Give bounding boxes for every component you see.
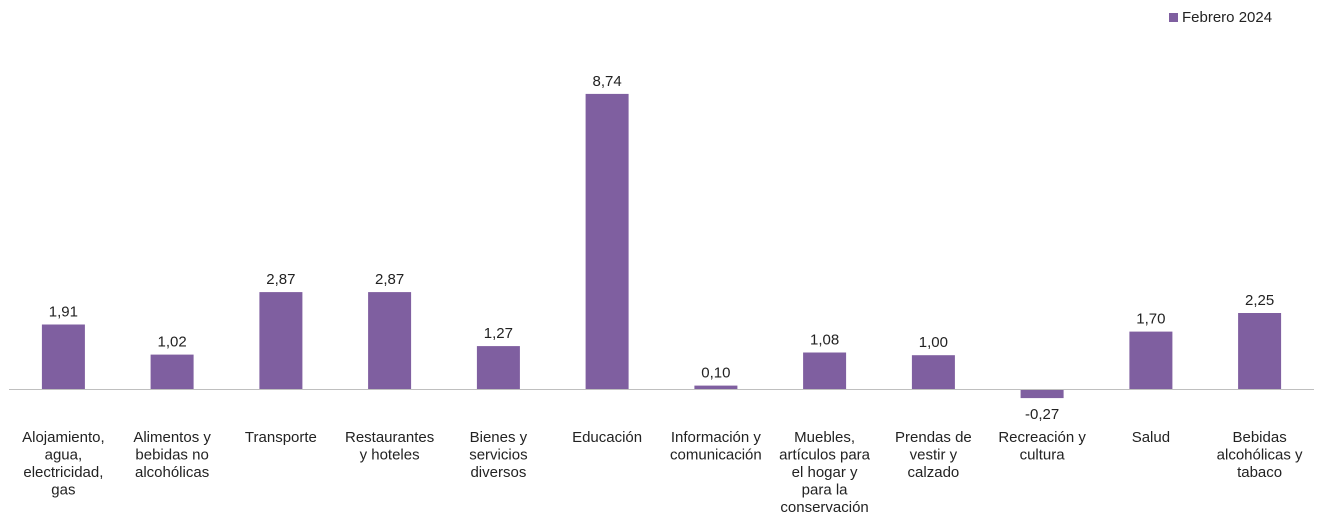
category-label-line: electricidad, [23,464,103,481]
bar [1020,389,1064,399]
category-label-line: para la [802,482,849,499]
category-label-line: comunicación [670,447,762,464]
category-label-line: agua, [45,447,83,464]
category-label: Restaurantes y hoteles [345,429,434,464]
category-label: Salud [1132,429,1170,446]
category-label-line: Restaurantes [345,429,434,446]
category-label-line: cultura [1020,447,1066,464]
category-label: Educación [572,429,642,446]
bar-value-label: -0,27 [1025,406,1059,423]
category-label-line: bebidas no [135,447,208,464]
category-label-line: Información y [671,429,762,446]
category-label-line: servicios [469,447,527,464]
category-label-line: calzado [908,464,960,481]
category-label-line: artículos para [779,447,871,464]
bar [694,385,738,389]
legend: Febrero 2024 [1169,9,1272,26]
bar [911,355,955,389]
bar [585,93,629,390]
bar-value-label: 1,00 [919,334,948,351]
category-label-line: Recreación y [998,429,1086,446]
category-label-line: gas [51,482,75,499]
bar-value-label: 1,70 [1136,311,1165,328]
category-label-line: Transporte [245,429,317,446]
category-label-line: conservación [780,499,868,516]
category-label: Muebles, artículos para el hogar y para la c… [779,429,871,516]
bar [368,292,412,389]
category-label: Alimentos y bebidas no alcohólicas [133,429,211,481]
category-label-line: Bebidas [1232,429,1286,446]
legend-swatch [1169,13,1178,22]
category-label-line: Prendas de [895,429,972,446]
category-label-line: diversos [470,464,526,481]
category-label: Transporte [245,429,317,446]
category-label-line: Salud [1132,429,1170,446]
category-label-line: y hoteles [360,447,420,464]
bar [150,354,194,389]
bar [1238,313,1282,389]
category-label: Alojamiento, agua, electricidad, gas [22,429,105,499]
bar-value-label: 1,27 [484,325,513,342]
category-label-line: Alojamiento, [22,429,105,446]
bar-value-label: 1,08 [810,332,839,349]
category-label: Bebidas alcohólicas y tabaco [1217,429,1303,481]
category-label-line: alcohólicas y [1217,447,1303,464]
bar [476,346,520,389]
bar [41,324,85,389]
bar-value-label: 0,10 [701,365,730,382]
category-label: Información y comunicación [670,429,762,464]
category-label-line: Alimentos y [133,429,211,446]
legend-label: Febrero 2024 [1182,9,1273,26]
category-label-line: tabaco [1237,464,1282,481]
bar [1129,331,1173,389]
category-label-line: vestir y [910,447,958,464]
bar-value-label: 2,25 [1245,292,1274,309]
category-label: Bienes y servicios diversos [469,429,527,481]
bar-value-label: 1,91 [49,304,78,321]
category-label-line: alcohólicas [135,464,209,481]
bar [259,292,303,389]
category-label-line: el hogar y [792,464,858,481]
bar [803,352,847,389]
category-label: Recreación y cultura [998,429,1086,464]
category-label-line: Bienes y [470,429,528,446]
category-label: Prendas de vestir y calzado [895,429,972,481]
bar-value-label: 8,74 [592,73,621,90]
bar-value-label: 2,87 [375,271,404,288]
category-label-line: Educación [572,429,642,446]
category-label-line: Muebles, [794,429,855,446]
bar-value-label: 1,02 [157,334,186,351]
bar-value-label: 2,87 [266,271,295,288]
